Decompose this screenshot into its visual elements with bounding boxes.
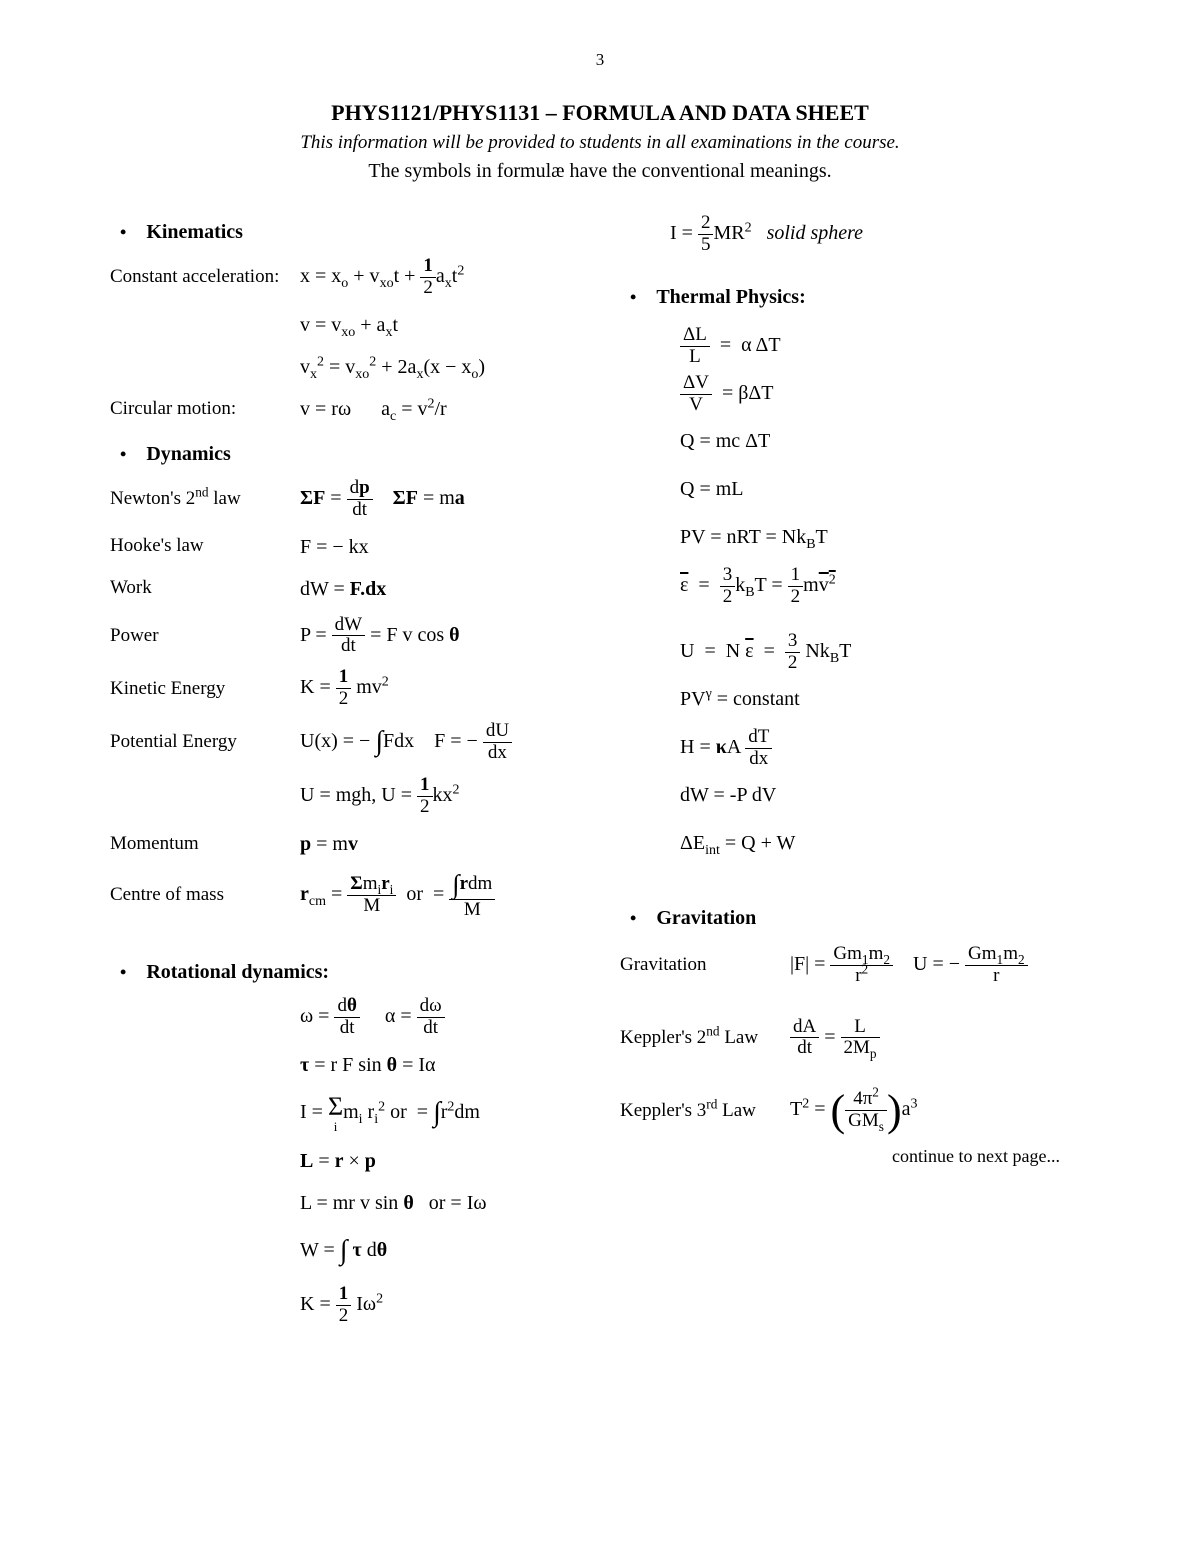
formula-row: Constant acceleration: x = xo + vxot + 1… [110, 256, 580, 299]
formula: rcm = ΣmiriM or = ∫rdmM [300, 870, 495, 921]
formula-row: Work dW = F.dx [110, 573, 580, 605]
formula-row: Circular motion: v = rω ac = v2/r [110, 393, 580, 425]
left-column: • Kinematics Constant acceleration: x = … [110, 203, 580, 1337]
formula-row: τ = r F sin θ = Iα [110, 1049, 580, 1081]
section-dynamics: • Dynamics [110, 443, 580, 466]
formula: vx2 = vxo2 + 2ax(x − xo) [300, 351, 485, 383]
formula: K = 12 mv2 [300, 667, 389, 710]
row-label: Gravitation [620, 954, 790, 976]
bullet-icon: • [120, 444, 126, 465]
formula: ΔEint = Q + W [680, 819, 1090, 867]
bullet-icon: • [120, 222, 126, 243]
title-block: PHYS1121/PHYS1131 – FORMULA AND DATA SHE… [110, 100, 1090, 183]
page-number: 3 [110, 50, 1090, 70]
section-gravitation: • Gravitation [620, 907, 1090, 930]
formula: x = xo + vxot + 12axt2 [300, 256, 464, 299]
section-rotational: • Rotational dynamics: [110, 961, 580, 984]
row-label: Potential Energy [110, 727, 300, 757]
formula: L = mr v sin θ or = Iω [300, 1187, 487, 1219]
formula: dW = -P dV [680, 771, 1090, 819]
row-label: Keppler's 3rd Law [620, 1100, 790, 1122]
formula-row: L = mr v sin θ or = Iω [110, 1187, 580, 1219]
row-label: Kinetic Energy [110, 674, 300, 704]
formula: L = r × p [300, 1145, 376, 1177]
formula-row: Gravitation |F| = Gm1m2r2 U = − Gm1m2r [620, 944, 1090, 987]
section-label: Gravitation [656, 907, 756, 930]
row-label: Keppler's 2nd Law [620, 1027, 790, 1049]
formula-row: v = vxo + axt [110, 309, 580, 341]
formula: W = ∫ τ dθ [300, 1229, 387, 1274]
formula-row: I = 25MR2 solid sphere [620, 213, 1090, 256]
thermal-formulas: ΔLL = α ΔT ΔVV = βΔT Q = mc ΔT Q = mL PV… [680, 321, 1090, 867]
formula: Q = mc ΔT [680, 417, 1090, 465]
section-kinematics: • Kinematics [110, 221, 580, 244]
formula: F = − kx [300, 531, 369, 563]
formula: ε = 32kBT = 12mv2 [680, 561, 1090, 609]
formula: ΔLL = α ΔT [680, 321, 1090, 369]
formula: Q = mL [680, 465, 1090, 513]
formula-row: Power P = dWdt = F v cos θ [110, 615, 580, 658]
row-label: Newton's 2nd law [110, 484, 300, 514]
formula-row: Keppler's 2nd Law dAdt = L2Mp [620, 1017, 1090, 1060]
formula-row: Potential Energy U(x) = − ∫Fdx F = − dUd… [110, 720, 580, 765]
formula-row: U = mgh, U = 12kx2 [110, 775, 580, 818]
section-label: Kinematics [146, 221, 243, 244]
formula: U = N ε = 32 NkBT [680, 627, 1090, 675]
row-label: Hooke's law [110, 531, 300, 561]
formula-row: Keppler's 3rd Law T2 = (4π2GMs)a3 [620, 1089, 1090, 1132]
doc-title: PHYS1121/PHYS1131 – FORMULA AND DATA SHE… [110, 100, 1090, 126]
formula: v = rω ac = v2/r [300, 393, 447, 425]
row-label: Centre of mass [110, 880, 300, 910]
section-label: Rotational dynamics: [146, 961, 329, 984]
formula-row: ω = dθdt α = dωdt [110, 996, 580, 1039]
formula: τ = r F sin θ = Iα [300, 1049, 436, 1081]
row-label: Circular motion: [110, 394, 300, 424]
formula: I = Σimi ri2 or = ∫r2dm [300, 1091, 480, 1136]
formula: P = dWdt = F v cos θ [300, 615, 460, 658]
formula: PV = nRT = NkBT [680, 513, 1090, 561]
formula: T2 = (4π2GMs)a3 [790, 1089, 918, 1132]
page: 3 PHYS1121/PHYS1131 – FORMULA AND DATA S… [0, 0, 1200, 1377]
doc-intro: The symbols in formulæ have the conventi… [110, 160, 1090, 183]
formula: I = 25MR2 solid sphere [670, 213, 863, 256]
formula-row: I = Σimi ri2 or = ∫r2dm [110, 1091, 580, 1136]
bullet-icon: • [120, 962, 126, 983]
formula: H = κA dTdx [680, 723, 1090, 771]
bullet-icon: • [630, 908, 636, 929]
formula-row: Momentum p = mv [110, 828, 580, 860]
formula: PVγ = constant [680, 675, 1090, 723]
formula-row: Kinetic Energy K = 12 mv2 [110, 667, 580, 710]
bullet-icon: • [630, 287, 636, 308]
formula: ω = dθdt α = dωdt [300, 996, 445, 1039]
formula: dW = F.dx [300, 573, 386, 605]
formula-row: K = 12 Iω2 [110, 1284, 580, 1327]
formula: U(x) = − ∫Fdx F = − dUdx [300, 720, 512, 765]
row-label: Work [110, 573, 300, 603]
row-label: Constant acceleration: [110, 262, 300, 292]
formula: K = 12 Iω2 [300, 1284, 383, 1327]
formula: ΣF = dpdt ΣF = ma [300, 478, 465, 521]
formula-row: W = ∫ τ dθ [110, 1229, 580, 1274]
formula: v = vxo + axt [300, 309, 398, 341]
row-label: Power [110, 621, 300, 651]
section-label: Dynamics [146, 443, 230, 466]
right-column: I = 25MR2 solid sphere • Thermal Physics… [620, 203, 1090, 1337]
section-label: Thermal Physics: [656, 286, 805, 309]
formula: |F| = Gm1m2r2 U = − Gm1m2r [790, 944, 1028, 987]
row-label: Momentum [110, 829, 300, 859]
doc-subtitle: This information will be provided to stu… [110, 132, 1090, 154]
formula-row: Newton's 2nd law ΣF = dpdt ΣF = ma [110, 478, 580, 521]
formula-row: Centre of mass rcm = ΣmiriM or = ∫rdmM [110, 870, 580, 921]
formula-row: vx2 = vxo2 + 2ax(x − xo) [110, 351, 580, 383]
formula: p = mv [300, 828, 358, 860]
content-columns: • Kinematics Constant acceleration: x = … [110, 203, 1090, 1337]
continue-text: continue to next page... [620, 1146, 1060, 1167]
formula-row: L = r × p [110, 1145, 580, 1177]
formula-row: Hooke's law F = − kx [110, 531, 580, 563]
solid-sphere-label: solid sphere [767, 222, 863, 244]
formula: U = mgh, U = 12kx2 [300, 775, 460, 818]
formula: dAdt = L2Mp [790, 1017, 880, 1060]
section-thermal: • Thermal Physics: [620, 286, 1090, 309]
formula: ΔVV = βΔT [680, 369, 1090, 417]
